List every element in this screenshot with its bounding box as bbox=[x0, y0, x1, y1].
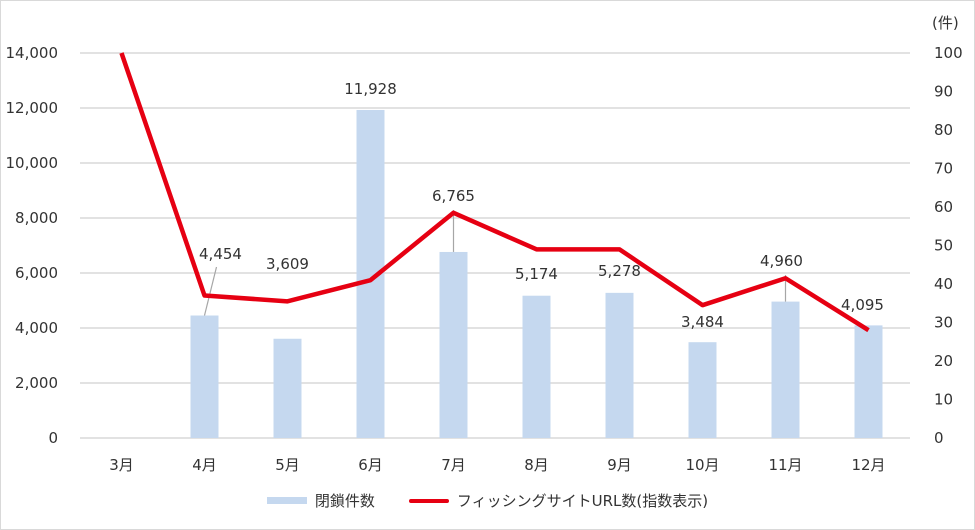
legend-item-bar: 閉鎖件数 bbox=[266, 490, 375, 511]
bar bbox=[439, 251, 468, 438]
right-axis-unit: (件) bbox=[932, 14, 959, 32]
bar bbox=[273, 338, 302, 438]
x-axis-tick: 6月 bbox=[358, 456, 383, 474]
bar-data-label: 4,960 bbox=[760, 252, 803, 270]
bar-data-label: 11,928 bbox=[344, 80, 397, 98]
bar-data-label: 3,609 bbox=[266, 255, 309, 273]
x-axis-tick: 3月 bbox=[109, 456, 134, 474]
left-axis-tick: 0 bbox=[48, 429, 58, 447]
bar bbox=[605, 292, 634, 438]
bar-data-label: 5,278 bbox=[598, 262, 641, 280]
left-axis-tick: 4,000 bbox=[15, 319, 58, 337]
legend-bar-swatch-icon bbox=[266, 497, 307, 504]
x-axis-tick: 9月 bbox=[607, 456, 632, 474]
x-axis-tick: 7月 bbox=[441, 456, 466, 474]
right-axis-tick: 50 bbox=[934, 237, 953, 255]
chart-legend: 閉鎖件数 フィッシングサイトURL数(指数表示) bbox=[0, 490, 975, 511]
right-axis-tick: 40 bbox=[934, 275, 953, 293]
bar-data-label: 4,454 bbox=[199, 245, 242, 263]
right-axis-tick: 100 bbox=[934, 44, 963, 62]
bar bbox=[688, 342, 717, 438]
bar bbox=[190, 315, 219, 438]
x-axis-tick: 5月 bbox=[275, 456, 300, 474]
bar-data-label: 3,484 bbox=[681, 313, 724, 331]
right-axis-tick: 30 bbox=[934, 314, 953, 332]
line-series bbox=[119, 52, 870, 333]
left-axis-tick: 2,000 bbox=[15, 374, 58, 392]
left-axis-tick: 8,000 bbox=[15, 209, 58, 227]
right-axis-tick: 70 bbox=[934, 160, 953, 178]
right-axis-tick: 60 bbox=[934, 198, 953, 216]
bar bbox=[771, 301, 800, 438]
x-axis-tick: 11月 bbox=[768, 456, 802, 474]
left-axis-tick: 10,000 bbox=[6, 154, 59, 172]
bar bbox=[854, 325, 883, 438]
right-axis-tick: 10 bbox=[934, 391, 953, 409]
x-axis-tick: 10月 bbox=[685, 456, 719, 474]
right-axis-tick: 90 bbox=[934, 83, 953, 101]
right-axis-tick: 0 bbox=[934, 429, 944, 447]
legend-line-swatch-icon bbox=[408, 498, 449, 503]
right-axis-tick: 20 bbox=[934, 352, 953, 370]
x-axis-tick: 4月 bbox=[192, 456, 217, 474]
left-axis-tick: 6,000 bbox=[15, 264, 58, 282]
legend-line-label: フィッシングサイトURL数(指数表示) bbox=[456, 492, 709, 510]
left-axis-tick: 12,000 bbox=[6, 99, 59, 117]
combo-chart: 0 2,000 4,000 6,000 8,000 10,000 12,000 14,000 0… bbox=[6, 14, 963, 474]
leader-line bbox=[203, 266, 218, 316]
legend-item-line: フィッシングサイトURL数(指数表示) bbox=[408, 490, 709, 511]
x-axis-tick: 8月 bbox=[524, 456, 549, 474]
right-axis-tick: 80 bbox=[934, 121, 953, 139]
bar-data-label: 4,095 bbox=[841, 296, 884, 314]
legend-bar-label: 閉鎖件数 bbox=[314, 492, 375, 510]
left-axis-tick: 14,000 bbox=[6, 44, 59, 62]
bar-data-label: 5,174 bbox=[515, 265, 558, 283]
x-axis-tick: 12月 bbox=[851, 456, 885, 474]
bar bbox=[522, 295, 551, 438]
bar-data-label: 6,765 bbox=[432, 187, 475, 205]
